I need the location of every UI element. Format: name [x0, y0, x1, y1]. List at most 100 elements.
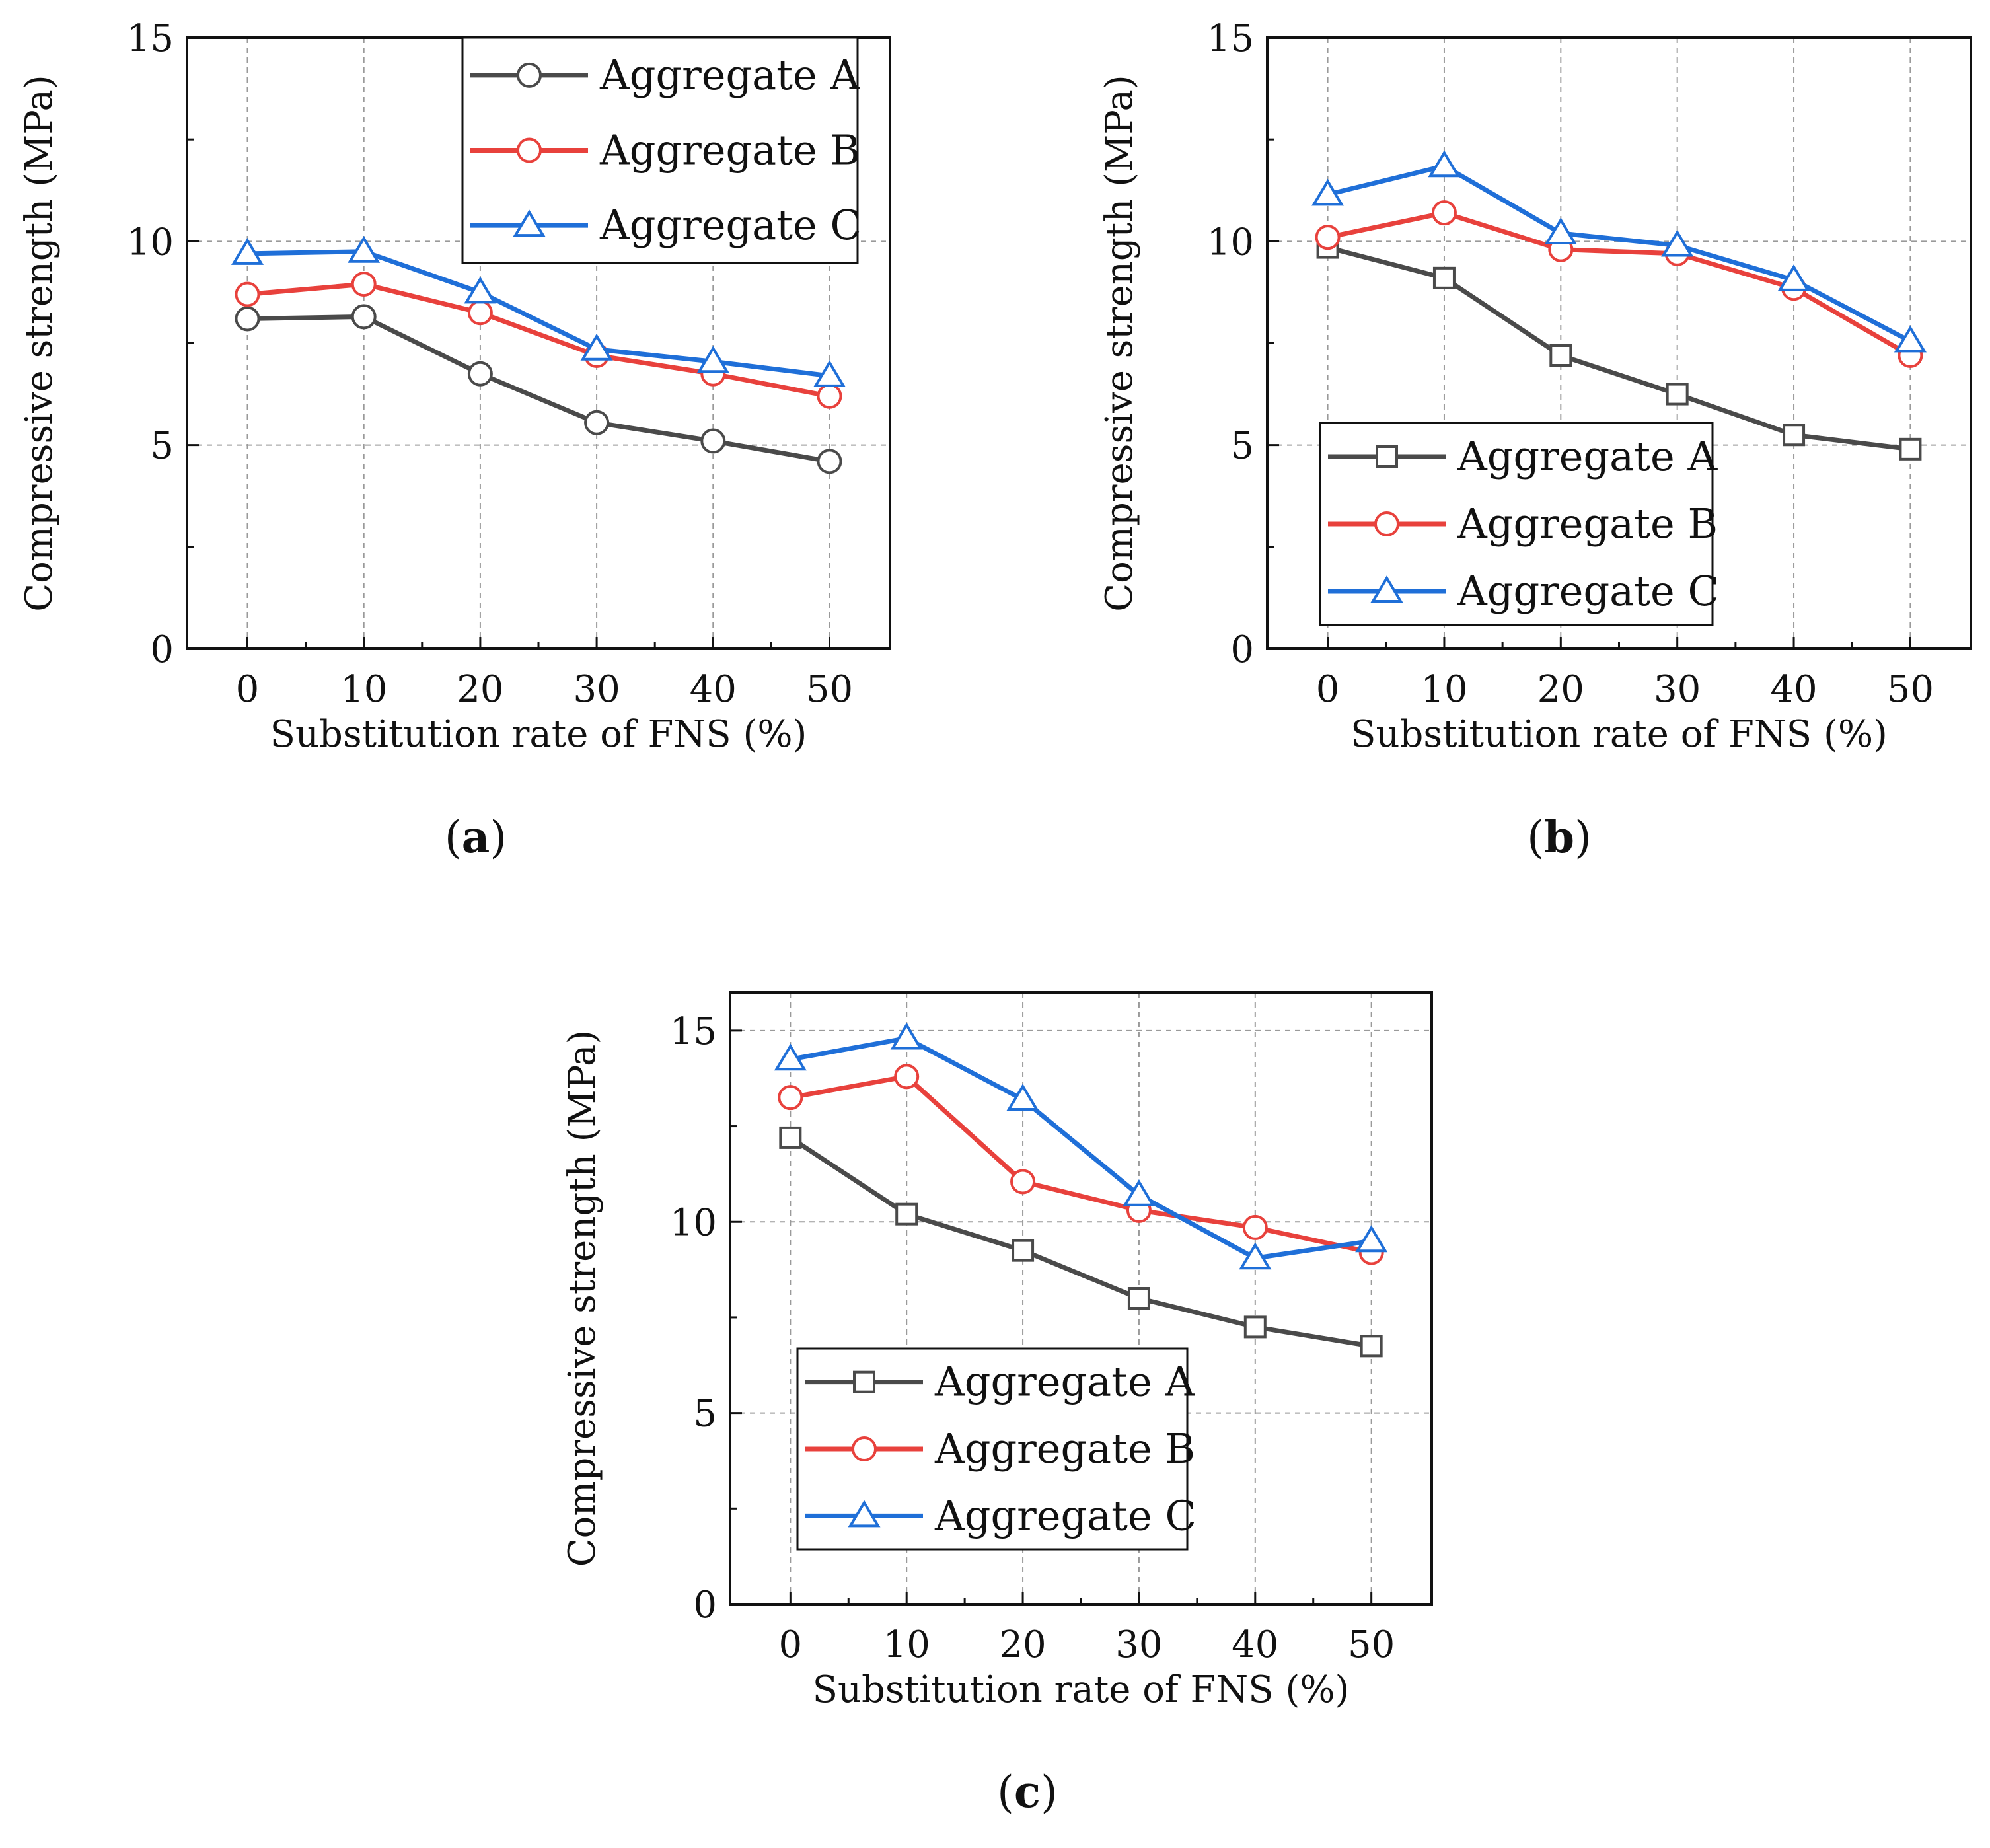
legend-marker	[513, 209, 546, 237]
x-axis-title: Substitution rate of FNS (%)	[813, 1668, 1350, 1711]
data-point	[1431, 200, 1457, 226]
data-point	[231, 237, 264, 265]
data-point	[1432, 266, 1456, 289]
data-point	[895, 1202, 918, 1226]
data-point	[235, 281, 260, 307]
x-tick-label: 0	[236, 668, 260, 711]
x-tick-label: 20	[999, 1623, 1046, 1666]
series-line	[247, 281, 830, 399]
series-aggregate-c	[774, 1022, 1388, 1270]
data-point	[351, 304, 377, 330]
data-point	[235, 306, 260, 332]
data-point	[817, 449, 842, 474]
series-aggregate-b	[235, 272, 842, 409]
series-line	[1327, 163, 1912, 344]
legend-label: Aggregate C	[1457, 567, 1719, 615]
panel-caption-close: )	[1574, 812, 1592, 863]
data-point	[894, 1064, 920, 1090]
legend-marker	[848, 1500, 881, 1528]
data-point	[1012, 1239, 1035, 1262]
data-point	[1127, 1287, 1150, 1310]
legend-marker	[852, 1436, 877, 1461]
data-point	[467, 300, 493, 326]
y-tick-label: 0	[1230, 628, 1254, 671]
data-point	[1311, 178, 1345, 206]
data-point	[817, 383, 842, 409]
data-point	[1666, 383, 1689, 406]
y-tick-label: 5	[1230, 425, 1254, 468]
x-tick-label: 50	[1887, 668, 1934, 711]
legend-marker	[1374, 511, 1399, 536]
panel-caption-close: )	[1041, 1767, 1058, 1818]
x-axis-title: Substitution rate of FNS (%)	[270, 713, 807, 756]
series-line	[1327, 210, 1912, 358]
data-point	[778, 1085, 803, 1111]
data-point	[1549, 344, 1572, 367]
series-line	[789, 1136, 1372, 1349]
data-point	[580, 333, 613, 361]
legend-label: Aggregate A	[599, 51, 860, 99]
x-tick-label: 10	[1420, 668, 1467, 711]
legend-label: Aggregate B	[599, 126, 860, 174]
legend-label: Aggregate B	[1457, 499, 1718, 548]
x-tick-label: 30	[1115, 1623, 1162, 1666]
data-point	[779, 1126, 802, 1149]
y-axis-title: Compressive strength (MPa)	[18, 75, 61, 611]
legend-label: Aggregate A	[1457, 432, 1718, 480]
series-line	[790, 1035, 1372, 1261]
legend-marker	[1376, 445, 1398, 468]
legend-marker	[853, 1370, 875, 1393]
x-tick-label: 50	[1348, 1623, 1395, 1666]
y-tick-label: 15	[127, 17, 174, 60]
panel-caption: (c)	[997, 1766, 1058, 1818]
y-tick-label: 5	[150, 425, 174, 468]
data-point	[1899, 437, 1922, 461]
x-tick-label: 20	[457, 668, 503, 711]
data-point	[813, 359, 846, 387]
y-tick-label: 5	[693, 1393, 717, 1436]
panel-caption: (a)	[445, 811, 507, 863]
y-tick-label: 15	[670, 1010, 717, 1053]
data-point	[1777, 264, 1810, 291]
series-aggregate-c	[1311, 150, 1927, 353]
data-point	[1239, 1242, 1272, 1270]
panel-caption-letter: a	[462, 811, 490, 863]
data-point	[1242, 1214, 1268, 1240]
legend-marker	[1370, 575, 1403, 603]
y-tick-label: 0	[150, 628, 174, 671]
x-tick-label: 40	[1232, 1623, 1278, 1666]
series-aggregate-a	[1316, 236, 1922, 461]
data-point	[1355, 1225, 1388, 1253]
y-axis-title: Compressive strength (MPa)	[1098, 75, 1141, 611]
data-point	[467, 361, 493, 387]
x-tick-label: 40	[690, 668, 737, 711]
data-point	[1894, 325, 1927, 353]
legend-label: Aggregate C	[934, 1491, 1197, 1539]
data-point	[890, 1022, 923, 1050]
data-point	[1315, 225, 1341, 250]
x-tick-label: 10	[883, 1623, 930, 1666]
panel-caption-open: (	[445, 812, 462, 863]
legend-marker	[517, 62, 542, 88]
panel-caption: (b)	[1527, 811, 1592, 863]
series-aggregate-c	[231, 235, 846, 387]
series-aggregate-b	[1315, 200, 1923, 368]
data-point	[696, 346, 729, 373]
data-point	[1661, 229, 1694, 257]
panel-caption-letter: c	[1014, 1766, 1041, 1818]
legend-label: Aggregate A	[934, 1358, 1195, 1406]
data-point	[1123, 1179, 1156, 1206]
data-point	[1783, 424, 1806, 447]
y-axis-title: Compressive strength (MPa)	[561, 1030, 604, 1567]
series-line	[790, 1074, 1372, 1255]
x-tick-label: 50	[806, 668, 853, 711]
x-tick-label: 20	[1537, 668, 1584, 711]
y-tick-label: 10	[127, 221, 174, 264]
legend: Aggregate A Aggregate B Aggregate C	[796, 1347, 1197, 1551]
panel-caption-letter: b	[1544, 811, 1574, 863]
series-line	[1327, 245, 1911, 452]
